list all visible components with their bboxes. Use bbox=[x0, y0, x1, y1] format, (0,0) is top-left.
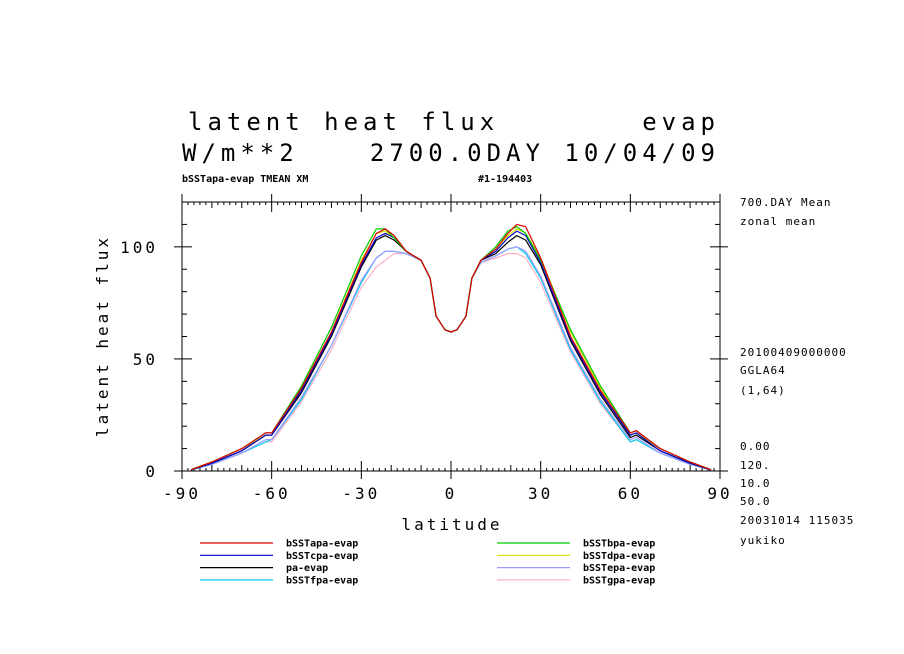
y-axis-label: latent heat flux bbox=[93, 235, 112, 437]
x-tick-label: 90 bbox=[707, 484, 732, 503]
legend: bSSTapa-evapbSSTcpa-evappa-evapbSSTfpa-e… bbox=[200, 539, 655, 586]
plot-frame bbox=[181, 201, 721, 472]
side-info-11: yukiko bbox=[740, 534, 786, 547]
legend-label: bSSTepa-evap bbox=[583, 563, 655, 574]
x-tick-label: 30 bbox=[528, 484, 553, 503]
side-info-8: 10.0 bbox=[740, 477, 771, 490]
legend-label: pa-evap bbox=[286, 563, 328, 574]
legend-label: bSSTcpa-evap bbox=[286, 551, 358, 562]
side-info-4: GGLA64 bbox=[740, 364, 786, 377]
x-tick-label: -60 bbox=[253, 484, 291, 503]
time-info: 2700.0DAY 10/04/09 bbox=[370, 139, 720, 167]
title-left: latent heat flux bbox=[188, 108, 499, 136]
y-tick-label: 0 bbox=[145, 462, 158, 481]
run-id: #1-194403 bbox=[478, 174, 532, 185]
x-tick-label: 0 bbox=[445, 484, 458, 503]
side-info-6: 0.00 bbox=[740, 440, 771, 453]
side-info-10: 20031014 115035 bbox=[740, 514, 854, 527]
side-info-2: zonal mean bbox=[740, 215, 816, 228]
legend-label: bSSTgpa-evap bbox=[583, 575, 655, 586]
y-tick-label: 50 bbox=[133, 350, 158, 369]
series-line-bSSTgpa-evap bbox=[190, 253, 712, 471]
series-line-bSSTcpa-evap bbox=[190, 230, 712, 471]
legend-label: bSSTfpa-evap bbox=[286, 575, 358, 586]
x-tick-label: -30 bbox=[342, 484, 380, 503]
legend-label: bSSTdpa-evap bbox=[583, 551, 655, 562]
legend-label: bSSTbpa-evap bbox=[583, 539, 655, 550]
side-info-5: (1,64) bbox=[740, 384, 786, 397]
run-label: bSSTapa-evap TMEAN XM bbox=[182, 174, 308, 185]
x-tick-label: 60 bbox=[618, 484, 643, 503]
unit-label: W/m**2 bbox=[182, 139, 299, 167]
series-line-bSSTapa-evap bbox=[190, 223, 712, 471]
side-info-7: 120. bbox=[740, 459, 771, 472]
side-info-1: 700.DAY Mean bbox=[740, 196, 831, 209]
x-tick-label: -90 bbox=[163, 484, 201, 503]
tick-labels: -90 -60 -30 0 30 60 90 0 50 100 bbox=[120, 238, 732, 503]
side-info-9: 50.0 bbox=[740, 495, 771, 508]
axis-ticks bbox=[174, 194, 728, 479]
y-tick-label: 100 bbox=[120, 238, 158, 257]
series-lines bbox=[190, 223, 712, 471]
legend-label: bSSTapa-evap bbox=[286, 539, 358, 550]
side-info-3: 20100409000000 bbox=[740, 346, 847, 359]
title-right: evap bbox=[642, 108, 720, 136]
x-axis-label: latitude bbox=[401, 515, 502, 534]
